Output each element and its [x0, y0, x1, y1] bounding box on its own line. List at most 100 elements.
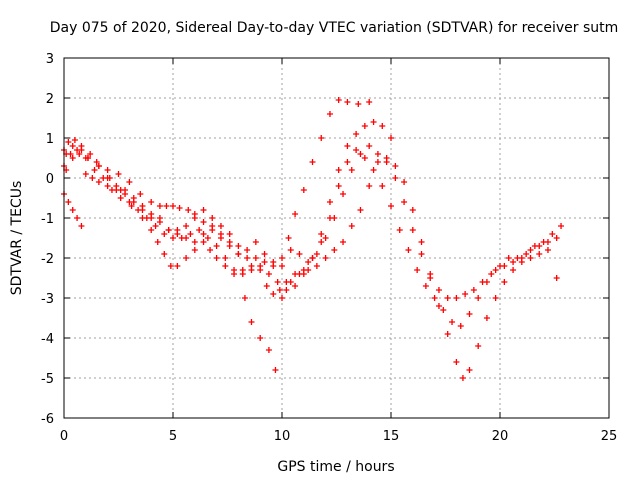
data-point: [156, 203, 163, 209]
series-track-b: [61, 119, 394, 293]
data-point: [200, 219, 207, 225]
data-point: [222, 263, 229, 269]
data-point: [462, 291, 469, 297]
data-point: [279, 255, 285, 261]
data-point: [231, 271, 238, 277]
data-point: [191, 247, 198, 253]
data-point: [318, 135, 325, 141]
data-point: [78, 147, 85, 153]
data-point: [91, 167, 98, 173]
data-point: [379, 123, 386, 129]
data-point: [318, 239, 325, 245]
data-point: [185, 207, 192, 213]
data-point: [226, 231, 233, 237]
data-point: [318, 231, 325, 237]
data-point: [69, 207, 76, 213]
data-point: [409, 227, 416, 233]
data-point: [122, 191, 129, 197]
data-point: [435, 287, 442, 293]
data-point: [340, 191, 347, 197]
data-point: [357, 151, 364, 157]
data-point: [501, 279, 508, 285]
data-point: [148, 227, 155, 233]
data-point: [84, 155, 91, 161]
data-point: [222, 255, 229, 261]
data-point: [518, 259, 525, 265]
data-point: [137, 191, 144, 197]
series-track-c: [63, 147, 560, 329]
data-point: [449, 319, 456, 325]
data-point: [241, 295, 248, 301]
y-tick-label: 3: [46, 52, 54, 67]
data-point: [95, 179, 102, 185]
data-point: [292, 211, 299, 217]
x-tick-label: 10: [274, 429, 291, 444]
y-tick-label: 1: [46, 132, 54, 147]
data-point: [261, 259, 268, 265]
data-point: [344, 159, 351, 165]
data-point: [163, 203, 170, 209]
x-tick-label: 25: [601, 429, 618, 444]
data-point: [497, 263, 503, 269]
data-point: [322, 235, 329, 241]
data-point: [309, 255, 316, 261]
data-point: [248, 319, 255, 325]
data-point: [492, 267, 499, 273]
y-tick-label: -6: [41, 412, 54, 427]
data-point: [279, 295, 285, 301]
data-point: [161, 231, 168, 237]
data-point: [207, 247, 214, 253]
data-point: [353, 147, 360, 153]
data-point: [117, 195, 124, 201]
data-point: [261, 251, 268, 257]
data-point: [344, 143, 351, 149]
data-point: [510, 267, 517, 273]
data-point: [414, 267, 421, 273]
chart-title: Day 075 of 2020, Sidereal Day-to-day VTE…: [50, 20, 619, 36]
data-point: [154, 239, 161, 245]
data-point: [200, 207, 207, 213]
data-point: [296, 251, 303, 257]
data-point: [285, 235, 292, 241]
data-point: [183, 235, 190, 241]
data-point: [93, 159, 100, 165]
data-point: [252, 239, 259, 245]
data-point: [353, 131, 360, 137]
data-point: [274, 279, 281, 285]
data-point: [383, 155, 390, 161]
data-point: [335, 97, 342, 103]
data-point: [174, 263, 181, 269]
data-point: [235, 251, 242, 257]
data-point: [388, 203, 394, 209]
data-point: [418, 239, 425, 245]
data-point: [87, 151, 94, 157]
data-point: [226, 239, 233, 245]
data-point: [331, 215, 338, 221]
data-point: [165, 227, 172, 233]
data-point: [370, 167, 377, 173]
data-point: [248, 263, 255, 269]
plot-frame: [63, 57, 610, 419]
data-point: [65, 139, 72, 145]
data-point: [510, 259, 517, 265]
data-point: [470, 287, 477, 293]
data-point: [200, 231, 207, 237]
data-point: [74, 215, 81, 221]
data-point: [183, 223, 190, 229]
data-point: [170, 235, 176, 241]
data-point: [196, 227, 203, 233]
data-point: [553, 275, 560, 281]
data-point: [257, 267, 264, 273]
data-point: [167, 263, 174, 269]
data-point: [113, 187, 120, 193]
data-point: [270, 259, 277, 265]
data-point: [95, 163, 102, 169]
data-point: [156, 219, 163, 225]
data-point: [187, 231, 194, 237]
data-point: [335, 167, 342, 173]
data-point: [213, 255, 220, 261]
data-point: [366, 183, 373, 189]
data-point: [139, 207, 146, 213]
data-point: [104, 175, 111, 181]
